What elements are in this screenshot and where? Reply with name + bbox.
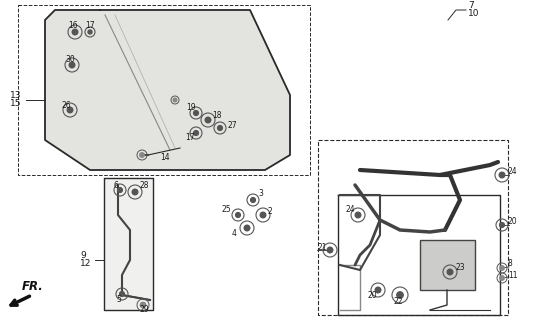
Text: 26: 26 — [62, 100, 72, 109]
Text: 21: 21 — [317, 243, 326, 252]
Circle shape — [355, 212, 361, 218]
Text: 2: 2 — [268, 206, 273, 215]
Text: 14: 14 — [160, 154, 169, 163]
Circle shape — [251, 197, 255, 203]
Text: 19: 19 — [186, 103, 196, 113]
Text: 11: 11 — [508, 271, 517, 281]
Circle shape — [327, 247, 333, 253]
Text: 28: 28 — [140, 181, 150, 190]
Polygon shape — [104, 178, 153, 310]
Text: 23: 23 — [456, 263, 466, 273]
Text: 3: 3 — [258, 189, 263, 198]
Circle shape — [88, 30, 92, 34]
Circle shape — [236, 212, 241, 217]
Circle shape — [260, 212, 266, 218]
Text: 6: 6 — [113, 180, 118, 189]
Circle shape — [67, 107, 73, 113]
Text: 20: 20 — [368, 292, 378, 300]
Circle shape — [69, 62, 75, 68]
Circle shape — [140, 153, 144, 157]
Text: 15: 15 — [10, 100, 21, 108]
Text: 7: 7 — [468, 2, 474, 11]
Text: 17: 17 — [185, 133, 195, 142]
Circle shape — [132, 189, 138, 195]
Text: 30: 30 — [65, 55, 75, 65]
Circle shape — [218, 125, 222, 131]
Circle shape — [447, 269, 453, 275]
Circle shape — [140, 302, 146, 308]
Text: 13: 13 — [10, 92, 21, 100]
Polygon shape — [45, 10, 290, 170]
Circle shape — [117, 188, 122, 192]
Text: 12: 12 — [80, 260, 91, 268]
Text: 16: 16 — [68, 21, 78, 30]
Text: 4: 4 — [232, 229, 237, 238]
Circle shape — [397, 292, 403, 298]
Text: 29: 29 — [140, 306, 150, 315]
Text: 10: 10 — [468, 10, 480, 19]
Circle shape — [193, 111, 198, 116]
Circle shape — [500, 223, 504, 228]
Circle shape — [500, 276, 504, 280]
Circle shape — [244, 225, 250, 231]
Circle shape — [499, 172, 505, 178]
Text: 24: 24 — [507, 167, 517, 177]
Circle shape — [72, 29, 78, 35]
Circle shape — [500, 266, 504, 270]
Text: 22: 22 — [393, 298, 403, 307]
Circle shape — [375, 287, 381, 293]
Bar — [420, 240, 475, 290]
Text: 20: 20 — [507, 218, 517, 227]
Text: 25: 25 — [222, 205, 232, 214]
Circle shape — [173, 98, 177, 102]
Text: 24: 24 — [345, 205, 355, 214]
Text: 17: 17 — [85, 21, 95, 30]
Text: 18: 18 — [212, 111, 221, 121]
Text: 8: 8 — [508, 260, 513, 268]
Circle shape — [120, 292, 124, 296]
Circle shape — [193, 131, 198, 135]
Text: 27: 27 — [228, 122, 237, 131]
Circle shape — [205, 117, 211, 123]
Text: 5: 5 — [116, 295, 121, 305]
Text: FR.: FR. — [22, 280, 44, 293]
Text: 9: 9 — [80, 252, 86, 260]
